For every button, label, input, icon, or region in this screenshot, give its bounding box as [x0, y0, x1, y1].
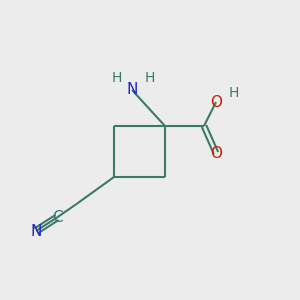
Text: O: O: [210, 146, 222, 160]
Text: O: O: [210, 94, 222, 110]
Text: C: C: [52, 210, 62, 225]
Text: N: N: [30, 224, 42, 238]
Text: H: H: [112, 71, 122, 85]
Text: N: N: [126, 82, 138, 98]
Text: H: H: [229, 86, 239, 100]
Text: H: H: [145, 71, 155, 85]
